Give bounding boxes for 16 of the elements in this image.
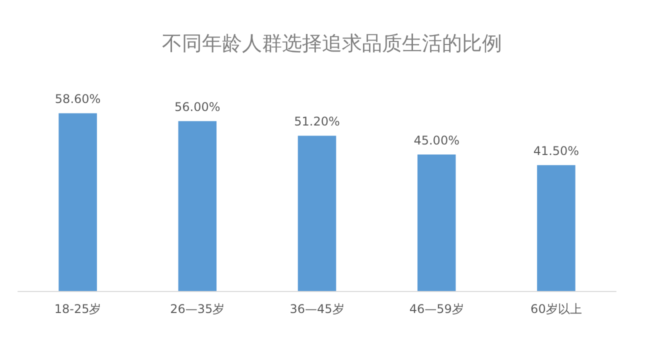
- x-tick-label: 18-25岁: [54, 302, 102, 316]
- bar: [417, 154, 456, 291]
- data-label: 51.20%: [294, 114, 340, 129]
- bar: [178, 121, 217, 291]
- bar: [58, 113, 97, 291]
- data-label: 41.50%: [533, 144, 580, 158]
- bar: [537, 165, 576, 291]
- bar: [298, 136, 336, 291]
- data-label: 56.00%: [174, 100, 220, 114]
- chart-title: 不同年龄人群选择追求品质生活的比例: [162, 31, 502, 55]
- x-tick-label: 46—59岁: [409, 302, 464, 316]
- x-tick-label: 60岁以上: [530, 302, 582, 316]
- x-tick-label: 36—45岁: [290, 302, 344, 316]
- x-tick-label: 26—35岁: [170, 302, 225, 316]
- data-label: 58.60%: [54, 92, 101, 106]
- data-label: 45.00%: [414, 134, 460, 148]
